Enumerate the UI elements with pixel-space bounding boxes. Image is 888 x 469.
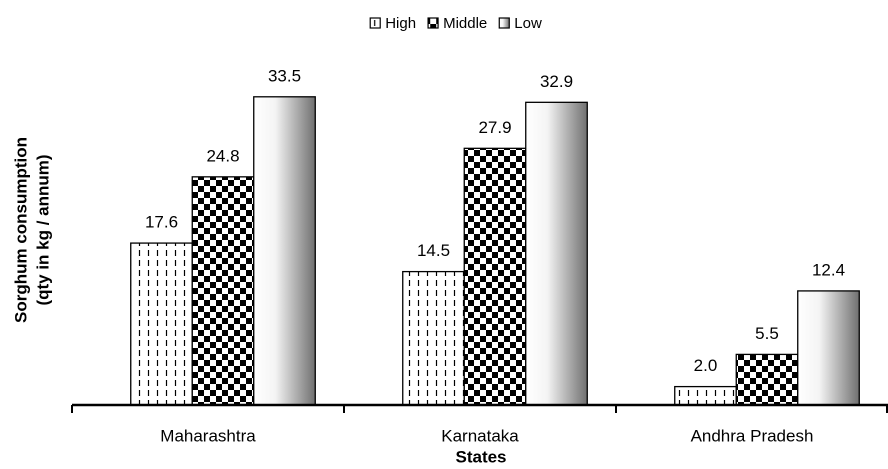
bar xyxy=(674,385,737,406)
legend-label: Low xyxy=(514,15,542,32)
bar xyxy=(130,242,193,406)
x-axis-title: States xyxy=(455,447,506,466)
bar xyxy=(191,176,255,406)
legend-swatch xyxy=(369,17,381,29)
legend-swatch xyxy=(498,17,510,29)
value-label: 33.5 xyxy=(268,66,301,85)
value-label: 32.9 xyxy=(540,72,573,91)
legend-label: Middle xyxy=(443,15,487,32)
x-tick-label: Andhra Pradesh xyxy=(691,426,814,445)
bar xyxy=(735,353,799,406)
value-label: 12.4 xyxy=(812,260,845,279)
legend-swatch xyxy=(427,17,439,29)
legend-label: High xyxy=(385,15,416,32)
value-label: 27.9 xyxy=(478,118,511,137)
y-axis-title-line: (qty in kg / annum) xyxy=(33,154,52,305)
bar xyxy=(525,101,588,406)
x-tick-label: Karnataka xyxy=(441,426,519,445)
y-axis-title-line: Sorghum consumption xyxy=(11,137,30,323)
value-label: 24.8 xyxy=(206,146,239,165)
bar xyxy=(402,270,465,406)
legend: High Middle Low xyxy=(369,15,542,32)
bar xyxy=(797,290,860,406)
value-label: 17.6 xyxy=(145,213,178,232)
value-label: 14.5 xyxy=(417,241,450,260)
y-axis-title: Sorghum consumption (qty in kg / annum) xyxy=(11,137,52,323)
value-label: 2.0 xyxy=(694,356,718,375)
x-tick-label: Maharashtra xyxy=(160,426,256,445)
bar xyxy=(253,96,316,406)
value-label: 5.5 xyxy=(755,324,779,343)
bar xyxy=(463,147,527,406)
